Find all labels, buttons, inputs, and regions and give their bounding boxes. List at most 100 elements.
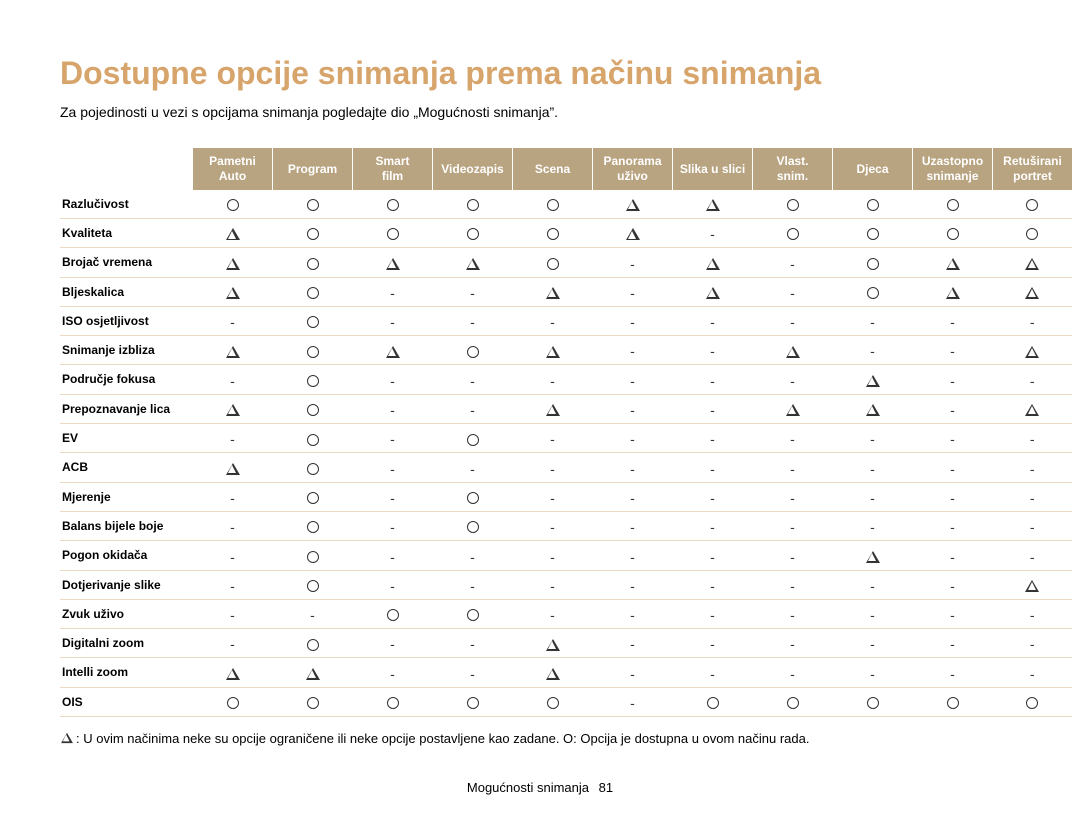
table-cell: -: [353, 570, 433, 599]
circle-icon: [867, 697, 879, 709]
dash-icon: -: [230, 637, 235, 651]
dash-icon: -: [470, 286, 475, 300]
dash-icon: -: [870, 344, 875, 358]
table-cell: -: [753, 306, 833, 335]
dash-icon: -: [710, 579, 715, 593]
circle-icon: [867, 228, 879, 240]
dash-icon: -: [950, 667, 955, 681]
row-label: ISO osjetljivost: [60, 306, 193, 335]
circle-icon: [307, 551, 319, 563]
page-subtitle: Za pojedinosti u vezi s opcijama snimanj…: [60, 104, 1020, 120]
circle-icon: [947, 199, 959, 211]
dash-icon: -: [630, 432, 635, 446]
triangle-icon: [866, 375, 880, 387]
options-table: PametniAutoProgramSmartfilmVideozapisSce…: [60, 148, 1072, 717]
column-header: Vlast.snim.: [753, 148, 833, 190]
table-row: Kvaliteta-: [60, 219, 1072, 248]
table-cell: -: [353, 424, 433, 453]
table-cell: [513, 629, 593, 658]
table-cell: -: [353, 453, 433, 482]
table-cell: -: [833, 599, 913, 628]
dash-icon: -: [470, 550, 475, 564]
table-cell: [993, 277, 1073, 306]
table-cell: -: [913, 482, 993, 511]
table-cell: [513, 658, 593, 687]
dash-icon: -: [630, 403, 635, 417]
table-cell: [273, 306, 353, 335]
table-cell: -: [353, 277, 433, 306]
table-cell: -: [913, 511, 993, 540]
table-cell: -: [993, 511, 1073, 540]
dash-icon: -: [630, 637, 635, 651]
dash-icon: -: [390, 637, 395, 651]
table-cell: [833, 219, 913, 248]
table-cell: -: [753, 658, 833, 687]
table-cell: -: [353, 365, 433, 394]
table-cell: -: [673, 658, 753, 687]
dash-icon: -: [230, 432, 235, 446]
table-cell: -: [433, 453, 513, 482]
dash-icon: -: [1030, 374, 1035, 388]
table-cell: -: [913, 629, 993, 658]
dash-icon: -: [710, 608, 715, 622]
dash-icon: -: [470, 579, 475, 593]
triangle-icon: [226, 346, 240, 358]
table-cell: -: [833, 629, 913, 658]
dash-icon: -: [390, 491, 395, 505]
dash-icon: -: [710, 374, 715, 388]
table-cell: [753, 687, 833, 716]
dash-icon: -: [1030, 550, 1035, 564]
table-cell: [273, 190, 353, 219]
table-cell: [353, 219, 433, 248]
table-row: Pogon okidača---------: [60, 541, 1072, 570]
table-cell: -: [593, 306, 673, 335]
table-cell: [833, 277, 913, 306]
table-cell: -: [673, 629, 753, 658]
table-cell: -: [753, 248, 833, 277]
table-cell: [833, 541, 913, 570]
dash-icon: -: [870, 637, 875, 651]
table-cell: -: [593, 570, 673, 599]
table-cell: [913, 219, 993, 248]
table-cell: [193, 394, 273, 423]
triangle-icon: [706, 258, 720, 270]
circle-icon: [387, 199, 399, 211]
table-cell: -: [673, 599, 753, 628]
row-label: Snimanje izbliza: [60, 336, 193, 365]
table-cell: -: [353, 658, 433, 687]
row-label: Bljeskalica: [60, 277, 193, 306]
circle-icon: [867, 199, 879, 211]
dash-icon: -: [950, 344, 955, 358]
dash-icon: -: [230, 608, 235, 622]
dash-icon: -: [710, 315, 715, 329]
table-cell: [353, 248, 433, 277]
table-cell: [513, 277, 593, 306]
dash-icon: -: [390, 462, 395, 476]
table-cell: [273, 248, 353, 277]
triangle-icon: [1025, 404, 1039, 416]
triangle-icon: [786, 346, 800, 358]
table-cell: [833, 248, 913, 277]
triangle-icon: [706, 199, 720, 211]
table-cell: -: [193, 306, 273, 335]
table-cell: [433, 511, 513, 540]
table-cell: [753, 394, 833, 423]
table-cell: -: [353, 394, 433, 423]
circle-icon: [387, 609, 399, 621]
table-cell: -: [753, 277, 833, 306]
table-cell: [433, 424, 513, 453]
triangle-icon: [866, 404, 880, 416]
table-cell: [433, 599, 513, 628]
dash-icon: -: [550, 491, 555, 505]
dash-icon: -: [790, 637, 795, 651]
table-cell: [833, 365, 913, 394]
dash-icon: -: [950, 637, 955, 651]
dash-icon: -: [630, 315, 635, 329]
dash-icon: -: [1030, 520, 1035, 534]
table-cell: [273, 336, 353, 365]
circle-icon: [707, 697, 719, 709]
table-cell: -: [753, 482, 833, 511]
circle-icon: [1026, 697, 1038, 709]
table-cell: -: [993, 424, 1073, 453]
dash-icon: -: [390, 315, 395, 329]
